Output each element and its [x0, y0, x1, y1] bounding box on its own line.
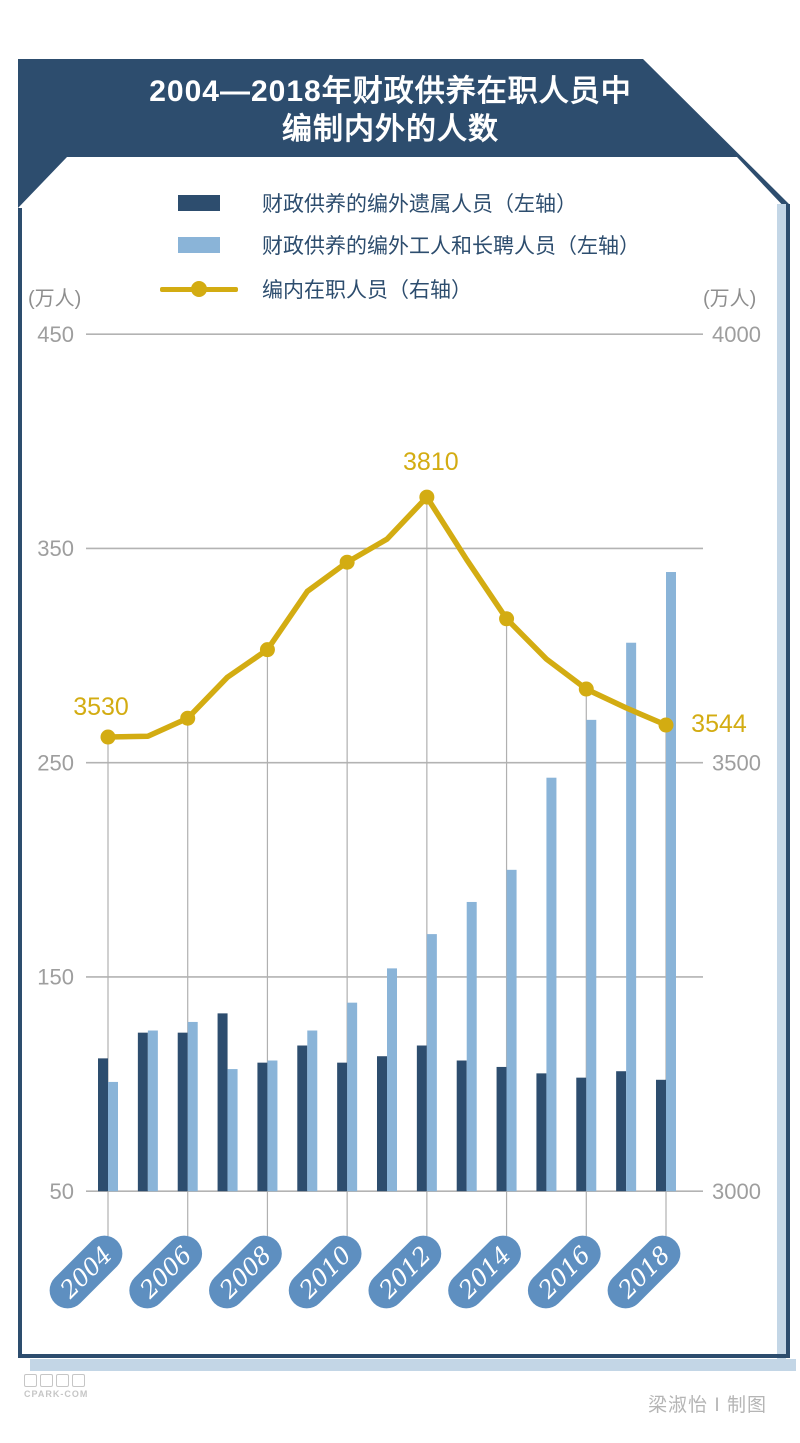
bar-dependents	[137, 1032, 148, 1192]
staff-line-point	[259, 642, 275, 658]
left-axis-tick-label: 250	[37, 750, 74, 775]
bar-workers	[307, 1030, 318, 1192]
legend-item-workers: 财政供养的编外工人和长聘人员（左轴）	[178, 232, 640, 258]
bar-dependents	[376, 1056, 387, 1192]
staff-line-point	[499, 611, 515, 627]
credit-text: 梁淑怡 I 制图	[648, 1395, 767, 1416]
bar-workers	[506, 869, 517, 1192]
bar-workers	[187, 1021, 198, 1192]
staff-line-point	[578, 681, 594, 697]
bar-dependents	[98, 1058, 108, 1192]
year-pill-shape	[607, 1235, 681, 1309]
bar-dependents	[257, 1062, 268, 1192]
year-pill-shape	[209, 1235, 282, 1309]
left-axis-tick-label: 50	[50, 1179, 74, 1204]
frame-border-bottom	[18, 1354, 790, 1358]
bar-dependents	[536, 1073, 547, 1192]
x-axis-year-pill: 2004	[49, 1235, 123, 1309]
title-line-2: 编制内外的人数	[282, 113, 499, 146]
legend-swatch-dark	[178, 195, 220, 211]
right-axis-tick-label: 3000	[712, 1179, 761, 1204]
bar-workers	[347, 1002, 358, 1192]
left-axis-unit: (万人)	[28, 288, 82, 310]
line-value-annotation: 3530	[73, 693, 129, 721]
watermark-text: CPARK-COM	[24, 1389, 89, 1399]
frame-border-left	[18, 208, 22, 1358]
year-pill-shape	[448, 1235, 521, 1309]
staff-line-point	[419, 489, 435, 505]
bar-workers	[426, 934, 437, 1192]
bar-workers	[466, 901, 477, 1192]
legend-label: 编内在职人员（右轴）	[262, 279, 472, 302]
staff-line-point	[180, 710, 196, 726]
bar-dependents	[177, 1032, 188, 1192]
bar-dependents	[655, 1079, 666, 1192]
bar-dependents	[416, 1045, 427, 1192]
line-value-annotation: 3810	[403, 448, 459, 476]
bar-workers	[147, 1030, 158, 1192]
bar-workers	[386, 968, 397, 1192]
legend-label: 财政供养的编外遗属人员（左轴）	[262, 193, 577, 216]
year-pill-shape	[49, 1235, 123, 1309]
x-axis-year-pill: 2008	[209, 1235, 282, 1309]
bar-dependents	[616, 1071, 627, 1192]
x-axis-year-pill: 2010	[288, 1235, 362, 1309]
bar-dependents	[576, 1077, 587, 1192]
legend-label: 财政供养的编外工人和长聘人员（左轴）	[262, 235, 640, 258]
x-axis-year-pill: 2014	[448, 1235, 521, 1309]
page-title: 2004—2018年财政供养在职人员中 编制内外的人数	[18, 73, 763, 149]
year-pill-shape	[368, 1235, 442, 1309]
left-axis-tick-label: 150	[37, 965, 74, 990]
bar-dependents	[337, 1062, 348, 1192]
line-value-annotation: 3544	[691, 710, 747, 738]
frame-shadow-bottom	[30, 1359, 796, 1371]
bar-workers	[267, 1060, 278, 1192]
staff-line-point	[658, 717, 674, 733]
title-line-1: 2004—2018年财政供养在职人员中	[149, 75, 632, 108]
bar-dependents	[297, 1045, 308, 1192]
bar-dependents	[456, 1060, 467, 1192]
legend-item-staff-line: 编内在职人员（右轴）	[160, 276, 472, 302]
staff-line-point	[339, 554, 355, 570]
staff-line	[105, 494, 669, 740]
bar-workers	[108, 1081, 118, 1192]
legend-item-dependents: 财政供养的编外遗属人员（左轴）	[178, 190, 577, 216]
staff-line-point	[100, 729, 116, 745]
x-axis-year-pill: 2012	[368, 1235, 442, 1309]
bar-workers	[227, 1069, 238, 1192]
bar-workers	[586, 719, 597, 1192]
x-axis-year-pill: 2016	[527, 1235, 601, 1309]
left-axis-tick-label: 350	[37, 536, 74, 561]
bar-dependents	[217, 1013, 228, 1192]
right-axis-tick-label: 4000	[712, 322, 761, 347]
legend-line-sample	[160, 281, 238, 297]
year-pill-shape	[288, 1235, 362, 1309]
legend-line-dot-icon	[191, 281, 207, 297]
left-axis-tick-label: 450	[37, 322, 74, 347]
frame-shadow-right	[777, 204, 786, 1371]
right-axis-unit: (万人)	[703, 288, 757, 310]
header-banner	[18, 59, 789, 212]
year-pill-shape	[527, 1235, 601, 1309]
watermark-glyphs-icon	[24, 1374, 88, 1387]
x-axis-year-pill: 2018	[607, 1235, 681, 1309]
x-axis-year-pill: 2006	[129, 1235, 203, 1309]
bar-workers	[546, 777, 557, 1192]
bar-workers	[665, 572, 676, 1192]
watermark-logo: CPARK-COM	[24, 1374, 88, 1399]
year-pill-shape	[129, 1235, 203, 1309]
bar-workers	[626, 642, 637, 1192]
frame-border-right	[786, 204, 790, 1358]
bar-dependents	[496, 1066, 507, 1192]
right-axis-tick-label: 3500	[712, 750, 761, 775]
legend-swatch-light	[178, 237, 220, 253]
